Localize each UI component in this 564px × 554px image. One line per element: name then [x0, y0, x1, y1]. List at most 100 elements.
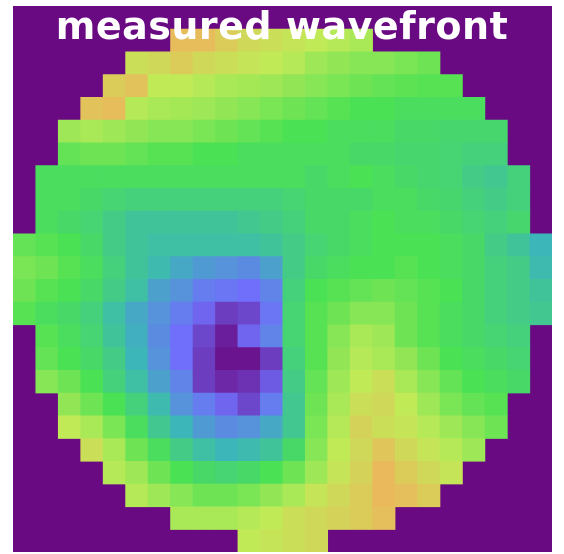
heatmap-cell [417, 483, 441, 508]
heatmap-cell [417, 347, 441, 371]
heatmap-cell [439, 256, 463, 280]
heatmap-cell [80, 392, 104, 417]
heatmap-cell [462, 142, 486, 166]
heatmap-cell [102, 256, 126, 280]
heatmap-cell [80, 324, 104, 348]
heatmap-cell [372, 347, 396, 371]
heatmap-cell [282, 324, 306, 348]
heatmap-cell [372, 74, 396, 98]
heatmap-cell [349, 347, 373, 371]
heatmap-cell [237, 392, 261, 417]
heatmap-cell [35, 279, 59, 303]
heatmap-cell [507, 301, 531, 326]
heatmap-cell [462, 415, 486, 439]
heatmap-cell [304, 28, 329, 53]
heatmap-cell [102, 210, 126, 235]
heatmap-cell [260, 142, 284, 166]
heatmap-cell [215, 210, 239, 235]
heatmap-cell [439, 210, 463, 235]
heatmap-cell [304, 506, 329, 530]
heatmap-cell [304, 142, 329, 166]
heatmap-cell [304, 483, 329, 508]
heatmap-cell [170, 438, 194, 462]
heatmap-cell [484, 256, 508, 280]
heatmap-cell [529, 233, 552, 257]
heatmap-cell [80, 370, 104, 394]
heatmap-cell [327, 506, 351, 530]
heatmap-cell [102, 188, 126, 212]
heatmap-cell [484, 119, 508, 144]
heatmap-cell [417, 279, 441, 303]
heatmap-cell [439, 119, 463, 144]
heatmap-cell [282, 142, 306, 166]
heatmap-cell [170, 483, 194, 508]
heatmap-cell [215, 51, 239, 75]
heatmap-cell [192, 279, 216, 303]
heatmap-cell [192, 28, 216, 53]
heatmap-cell [507, 347, 531, 371]
heatmap-cell [282, 119, 306, 144]
heatmap-cell [507, 210, 531, 235]
heatmap-cell [125, 438, 149, 462]
heatmap-cell [327, 233, 351, 257]
heatmap-cell [237, 324, 261, 348]
heatmap-cell [349, 370, 373, 394]
heatmap-cell [237, 233, 261, 257]
heatmap-cell [215, 483, 239, 508]
heatmap-cell [102, 97, 126, 121]
heatmap-cell [80, 97, 104, 121]
heatmap-cell [417, 119, 441, 144]
heatmap-cell [327, 97, 351, 121]
heatmap-cell [304, 392, 329, 417]
heatmap-cell [80, 301, 104, 326]
heatmap-cell [102, 74, 126, 98]
heatmap-cell [147, 142, 171, 166]
heatmap-cell [327, 461, 351, 485]
heatmap-cell [462, 392, 486, 417]
heatmap-cell [215, 142, 239, 166]
heatmap-cell [417, 165, 441, 189]
heatmap-cell [170, 97, 194, 121]
heatmap-cell [462, 279, 486, 303]
heatmap-cell [372, 188, 396, 212]
heatmap-cell [372, 256, 396, 280]
heatmap-cell [170, 142, 194, 166]
heatmap-cell [282, 301, 306, 326]
heatmap-cell [170, 28, 194, 53]
heatmap-cell [282, 279, 306, 303]
heatmap-cell [304, 347, 329, 371]
heatmap-cell [125, 74, 149, 98]
heatmap-cell [170, 392, 194, 417]
heatmap-cell [372, 51, 396, 75]
heatmap-cell [327, 392, 351, 417]
heatmap-cell [304, 529, 329, 552]
heatmap-cell [439, 461, 463, 485]
heatmap-cell [192, 324, 216, 348]
heatmap-cell [372, 97, 396, 121]
heatmap-cell [57, 392, 81, 417]
heatmap-cell [57, 415, 81, 439]
heatmap-cell [484, 324, 508, 348]
heatmap-cell [237, 97, 261, 121]
heatmap-cell [237, 347, 261, 371]
heatmap-cell [484, 210, 508, 235]
heatmap-cell [57, 324, 81, 348]
heatmap-cell [147, 51, 171, 75]
heatmap-cell [349, 188, 373, 212]
heatmap-cell [349, 279, 373, 303]
heatmap-cell [57, 301, 81, 326]
heatmap-cell [327, 279, 351, 303]
heatmap-cell [462, 119, 486, 144]
heatmap-cell [439, 165, 463, 189]
heatmap-cell [80, 188, 104, 212]
heatmap-cell [57, 347, 81, 371]
heatmap-cell [215, 165, 239, 189]
heatmap-cell [462, 256, 486, 280]
heatmap-cell [237, 210, 261, 235]
heatmap-cell [125, 370, 149, 394]
heatmap-cell [507, 233, 531, 257]
heatmap-cell [417, 233, 441, 257]
heatmap-cell [417, 392, 441, 417]
heatmap-cell [507, 256, 531, 280]
heatmap-cell [260, 279, 284, 303]
